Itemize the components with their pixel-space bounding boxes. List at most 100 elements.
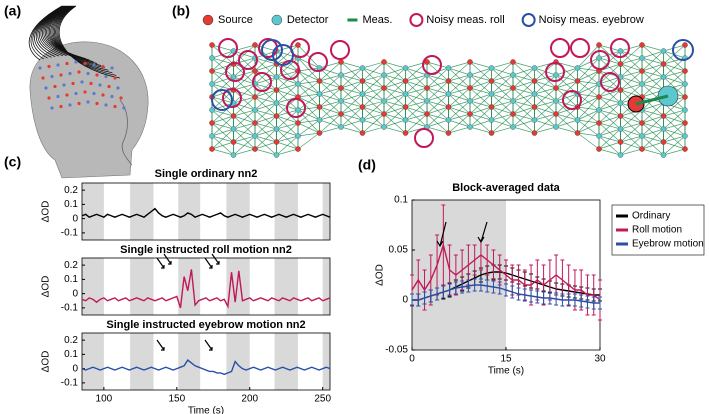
optode bbox=[74, 60, 78, 64]
source bbox=[510, 111, 516, 117]
measurement-link bbox=[362, 100, 385, 108]
detector bbox=[338, 98, 344, 104]
measurement-link bbox=[319, 100, 342, 121]
source bbox=[209, 120, 215, 126]
measurement-link bbox=[512, 80, 535, 102]
noisy-roll bbox=[218, 38, 238, 58]
measurement-link bbox=[297, 44, 320, 69]
measurement-link bbox=[491, 100, 514, 108]
source bbox=[531, 130, 538, 136]
measurement-link bbox=[663, 148, 686, 156]
measurement-link bbox=[233, 70, 256, 91]
y-tick-label: -0.1 bbox=[61, 228, 79, 239]
measurement-link bbox=[254, 102, 277, 124]
measurement-link bbox=[362, 126, 385, 134]
source bbox=[338, 59, 344, 65]
noisy-roll bbox=[252, 72, 272, 92]
optode bbox=[50, 74, 54, 79]
legend-marker bbox=[521, 13, 536, 27]
measurement-link bbox=[426, 106, 449, 128]
optode bbox=[101, 93, 105, 97]
measurement-link bbox=[555, 80, 578, 102]
measurement-link bbox=[620, 57, 643, 78]
detector bbox=[660, 48, 667, 54]
optode bbox=[98, 83, 102, 87]
noisy-roll bbox=[330, 40, 350, 60]
measurement-link bbox=[297, 80, 320, 98]
measurement-link bbox=[426, 80, 449, 102]
optode bbox=[44, 86, 48, 90]
detector bbox=[510, 72, 516, 78]
measurement-link bbox=[211, 50, 234, 72]
measurement-link bbox=[598, 148, 621, 156]
source bbox=[682, 42, 688, 48]
measurement-link bbox=[577, 122, 600, 134]
panel-label: (b) bbox=[172, 3, 190, 19]
detector bbox=[467, 72, 473, 78]
source bbox=[359, 130, 366, 136]
fiber bbox=[52, 5, 102, 66]
measurement-link bbox=[362, 61, 385, 82]
measurement-link bbox=[233, 135, 256, 156]
panel-label: (d) bbox=[358, 157, 376, 173]
measurement-link bbox=[555, 126, 578, 134]
fiber bbox=[57, 5, 117, 76]
source bbox=[488, 130, 495, 136]
measurement-link bbox=[254, 141, 277, 150]
measurement-link bbox=[340, 119, 363, 128]
measurement-link bbox=[405, 100, 428, 121]
x-tick-label: 250 bbox=[314, 394, 331, 405]
optode bbox=[110, 94, 114, 99]
optode bbox=[92, 63, 96, 67]
measurement-link bbox=[620, 44, 643, 52]
optode bbox=[65, 61, 69, 66]
optode bbox=[41, 76, 45, 80]
measurement-link bbox=[383, 93, 406, 102]
measurement-link bbox=[405, 74, 428, 95]
measurement-link bbox=[340, 67, 363, 89]
y-axis-label: ΔOD bbox=[41, 201, 52, 223]
measurement-link bbox=[276, 122, 299, 130]
detector bbox=[531, 117, 538, 123]
detector bbox=[553, 124, 559, 130]
legend-label: Ordinary bbox=[632, 211, 670, 222]
detector bbox=[639, 55, 645, 61]
source bbox=[230, 113, 237, 119]
measurement-link bbox=[620, 122, 643, 130]
measurement-link bbox=[663, 135, 686, 143]
measurement-link bbox=[319, 126, 342, 134]
source bbox=[381, 59, 387, 65]
measurement-link bbox=[512, 80, 535, 89]
detector bbox=[252, 133, 258, 139]
highlight-link bbox=[635, 94, 669, 106]
measurement-link bbox=[641, 102, 664, 111]
measurement-link bbox=[555, 93, 578, 102]
detector bbox=[381, 72, 387, 78]
fiber bbox=[32, 5, 64, 59]
measurement-link bbox=[211, 115, 234, 124]
measurement-link bbox=[448, 87, 471, 95]
fiber bbox=[30, 5, 63, 60]
measurement-link bbox=[340, 80, 363, 102]
optode bbox=[104, 74, 108, 79]
legend-label: Detector bbox=[287, 14, 329, 26]
measurement-link bbox=[663, 122, 686, 130]
optode bbox=[95, 101, 99, 106]
y-tick-label: -0.05 bbox=[385, 345, 408, 356]
shaded-block bbox=[130, 333, 154, 390]
detector bbox=[295, 133, 301, 139]
source bbox=[424, 111, 430, 117]
head-model bbox=[28, 5, 149, 179]
detector bbox=[617, 152, 624, 158]
source bbox=[273, 87, 280, 93]
measurement-link bbox=[469, 80, 492, 102]
measurement-link bbox=[512, 93, 535, 115]
source bbox=[252, 120, 258, 126]
fiber bbox=[42, 5, 71, 57]
measurement-link bbox=[233, 96, 256, 117]
measurement-link bbox=[512, 106, 535, 128]
annotation-arrows bbox=[156, 221, 488, 351]
shaded-block bbox=[274, 258, 298, 315]
measurement-link bbox=[555, 61, 578, 69]
source bbox=[596, 94, 602, 100]
